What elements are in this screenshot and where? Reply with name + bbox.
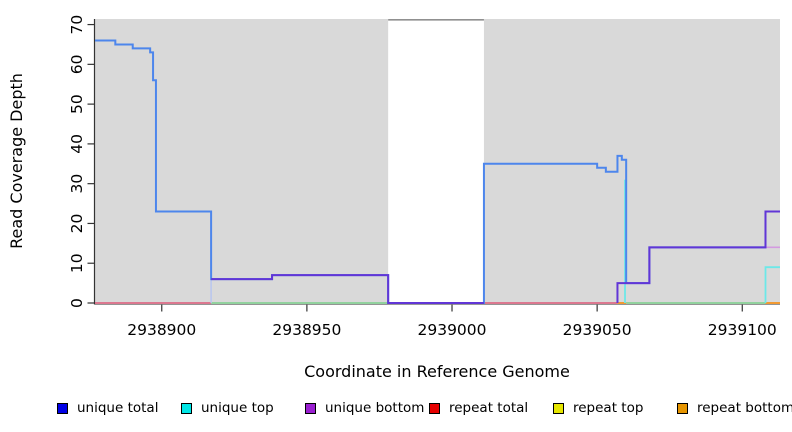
legend-swatch-repeat-bottom xyxy=(677,402,688,414)
y-tick-label: 40 xyxy=(68,134,86,154)
legend-label: unique total xyxy=(77,400,159,416)
x-tick-label: 2939000 xyxy=(417,321,486,339)
legend-label: unique bottom xyxy=(325,400,425,416)
legend-item-repeat-top: repeat top xyxy=(553,399,643,417)
y-tick-label: 20 xyxy=(68,214,86,234)
unique-top-line xyxy=(764,266,780,303)
legend-swatch-repeat-total xyxy=(429,402,440,414)
y-tick-label: 30 xyxy=(68,174,86,194)
y-tick-label: 70 xyxy=(68,15,86,35)
offscale-region xyxy=(388,19,484,305)
legend-label: repeat total xyxy=(449,400,529,416)
unique-bottom-line xyxy=(211,274,484,304)
legend-item-unique-bottom: unique bottom xyxy=(305,399,424,417)
y-axis-title: Read Coverage Depth xyxy=(7,73,26,249)
legend-item-repeat-total: repeat total xyxy=(429,399,528,417)
y-tick-label: 0 xyxy=(68,298,86,308)
unique-bottom-line xyxy=(616,210,780,303)
legend-label: repeat bottom xyxy=(697,400,792,416)
legend-swatch-unique-bottom xyxy=(305,402,316,414)
legend-label: unique top xyxy=(201,400,274,416)
legend-swatch-unique-total xyxy=(57,402,68,414)
chart-generated-content: 0 10 20 30 40 50 60 70 2938900 2938950 2939000 2939… xyxy=(68,15,780,339)
y-tick-label: 60 xyxy=(68,54,86,74)
x-tick-label: 2939100 xyxy=(708,321,777,339)
x-axis-title: Coordinate in Reference Genome xyxy=(304,362,570,381)
legend: unique total unique top unique bottom repea… xyxy=(0,399,792,421)
y-tick-label: 50 xyxy=(68,94,86,114)
legend-swatch-repeat-top xyxy=(553,402,564,414)
x-tick-label: 2939050 xyxy=(563,321,632,339)
legend-item-unique-total: unique total xyxy=(57,399,158,417)
legend-item-repeat-bottom: repeat bottom xyxy=(677,399,792,417)
x-tick-label: 2938950 xyxy=(272,321,341,339)
y-tick-label: 10 xyxy=(68,253,86,273)
legend-swatch-unique-top xyxy=(181,402,192,414)
legend-label: repeat top xyxy=(573,400,644,416)
x-tick-label: 2938900 xyxy=(127,321,196,339)
legend-item-unique-top: unique top xyxy=(181,399,274,417)
